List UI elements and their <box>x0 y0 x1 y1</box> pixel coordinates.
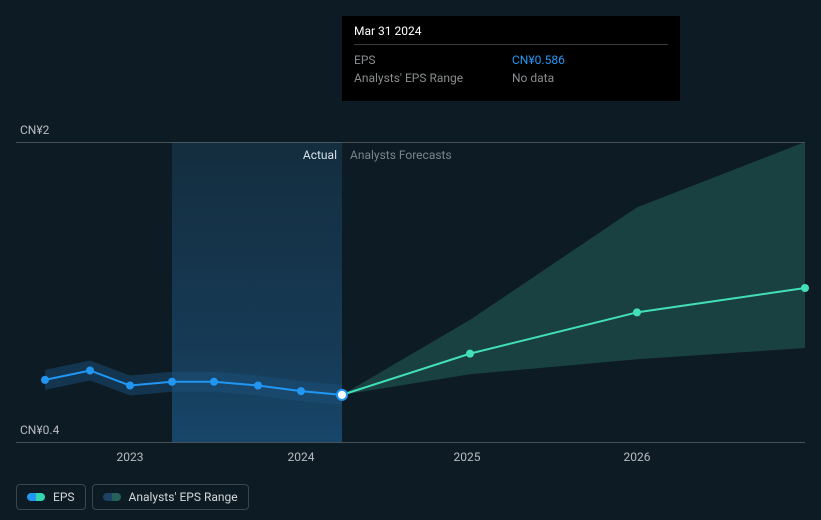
tooltip-row: EPS CN¥0.586 <box>354 51 668 69</box>
legend: EPS Analysts' EPS Range <box>16 484 249 510</box>
tooltip-row-value: CN¥0.586 <box>512 51 565 69</box>
tooltip-date: Mar 31 2024 <box>354 24 668 38</box>
section-label-actual: Actual <box>282 148 337 162</box>
tooltip-row-label: EPS <box>354 51 464 69</box>
plot-top-border <box>16 142 805 143</box>
tooltip-row-value: No data <box>512 69 554 87</box>
legend-swatch <box>27 493 45 501</box>
legend-label: EPS <box>53 490 75 504</box>
x-axis-label: 2023 <box>117 450 144 464</box>
tooltip-row-label: Analysts' EPS Range <box>354 69 464 87</box>
legend-swatch <box>103 493 121 501</box>
plot-bottom-border <box>16 442 805 443</box>
x-axis-label: 2026 <box>624 450 651 464</box>
actual-highlight-band <box>172 142 342 442</box>
tooltip-row: Analysts' EPS Range No data <box>354 69 668 87</box>
legend-label: Analysts' EPS Range <box>129 490 238 504</box>
tooltip-divider <box>354 44 668 45</box>
x-axis-label: 2025 <box>454 450 481 464</box>
y-axis-label: CN¥2 <box>20 123 49 137</box>
tooltip: Mar 31 2024 EPSCN¥0.586Analysts' EPS Ran… <box>342 16 680 101</box>
legend-eps[interactable]: EPS <box>16 484 86 510</box>
section-label-forecasts: Analysts Forecasts <box>350 148 452 162</box>
chart-container: CN¥2 CN¥0.4 Actual Analysts Forecasts 20… <box>0 0 821 520</box>
legend-range[interactable]: Analysts' EPS Range <box>92 484 249 510</box>
y-axis-label: CN¥0.4 <box>20 423 59 437</box>
x-axis-label: 2024 <box>288 450 315 464</box>
